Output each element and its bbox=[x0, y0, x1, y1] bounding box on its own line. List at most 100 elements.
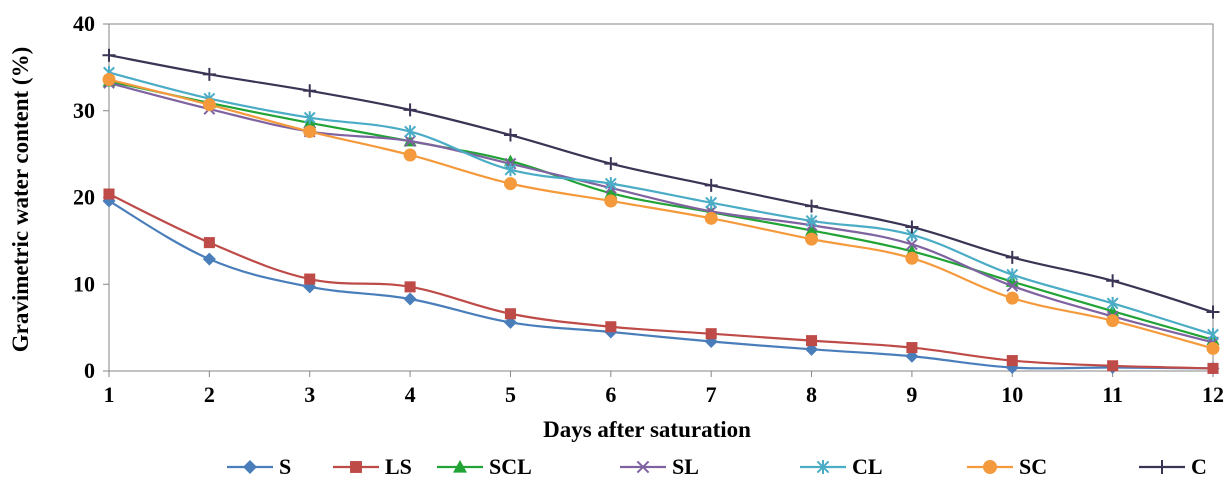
legend-item-sc: SC bbox=[967, 454, 1047, 479]
data-point bbox=[404, 281, 416, 293]
data-point bbox=[303, 84, 317, 98]
series-line bbox=[108, 71, 1214, 336]
series-c bbox=[102, 48, 1220, 319]
data-point bbox=[243, 460, 257, 474]
data-point bbox=[304, 273, 316, 285]
data-point bbox=[905, 251, 919, 265]
x-tick-label: 9 bbox=[906, 382, 917, 407]
data-point bbox=[403, 292, 417, 306]
x-tick-label: 3 bbox=[304, 382, 315, 407]
legend-item-c: C bbox=[1139, 454, 1207, 479]
y-axis: 0 10 20 30 40 bbox=[73, 11, 109, 383]
data-point bbox=[704, 211, 718, 225]
data-point bbox=[805, 232, 819, 246]
data-point bbox=[1005, 291, 1019, 305]
data-point bbox=[1006, 355, 1018, 367]
data-point bbox=[1106, 314, 1120, 328]
data-point bbox=[704, 178, 718, 192]
series-line bbox=[108, 54, 1214, 314]
series-s bbox=[102, 194, 1220, 375]
data-point bbox=[1206, 341, 1220, 355]
data-point bbox=[102, 48, 116, 62]
x-axis: 1 2 3 4 5 6 7 8 9 10 11 12 bbox=[104, 371, 1224, 407]
y-tick-label: 20 bbox=[73, 185, 95, 210]
data-point bbox=[705, 196, 718, 210]
data-point bbox=[906, 238, 918, 251]
legend-item-scl: SCL bbox=[437, 454, 532, 479]
data-point bbox=[1206, 305, 1220, 319]
data-point bbox=[806, 335, 818, 347]
data-point bbox=[1207, 362, 1219, 374]
data-point bbox=[1006, 268, 1019, 282]
y-tick-label: 0 bbox=[84, 358, 95, 383]
data-point bbox=[636, 460, 650, 474]
data-point bbox=[604, 157, 618, 171]
data-point bbox=[604, 177, 617, 191]
legend-item-cl: CL bbox=[800, 454, 883, 479]
data-point bbox=[1006, 280, 1019, 292]
data-point bbox=[350, 461, 362, 473]
x-tick-label: 8 bbox=[806, 382, 817, 407]
y-axis-title: Gravimetric water content (%) bbox=[8, 47, 33, 352]
data-point bbox=[404, 135, 416, 148]
data-point bbox=[503, 128, 517, 142]
data-point bbox=[983, 460, 997, 474]
data-point bbox=[1106, 274, 1120, 288]
data-point bbox=[1005, 250, 1019, 264]
data-point bbox=[203, 237, 215, 249]
x-tick-label: 10 bbox=[1001, 382, 1023, 407]
series-group bbox=[102, 48, 1220, 375]
series-line bbox=[108, 193, 1214, 370]
data-point bbox=[303, 111, 316, 125]
data-point bbox=[103, 188, 115, 200]
data-point bbox=[816, 460, 830, 474]
data-point bbox=[403, 148, 417, 162]
data-point bbox=[805, 214, 818, 228]
data-point bbox=[1107, 360, 1119, 372]
data-point bbox=[805, 223, 819, 236]
x-tick-label: 2 bbox=[204, 382, 215, 407]
x-tick-label: 6 bbox=[605, 382, 616, 407]
y-tick-label: 40 bbox=[73, 11, 95, 36]
data-point bbox=[906, 342, 918, 354]
series-line bbox=[108, 80, 1214, 341]
x-tick-label: 1 bbox=[104, 382, 115, 407]
x-tick-label: 5 bbox=[505, 382, 516, 407]
data-point bbox=[453, 460, 467, 473]
y-tick-label: 30 bbox=[73, 98, 95, 123]
legend-item-sl: SL bbox=[620, 454, 699, 479]
legend-label: C bbox=[1191, 454, 1207, 479]
data-point bbox=[504, 163, 517, 177]
legend-item-ls: LS bbox=[333, 454, 412, 479]
data-point bbox=[1106, 296, 1119, 310]
plot-area bbox=[108, 23, 1214, 372]
data-point bbox=[1207, 328, 1219, 342]
data-point bbox=[1155, 460, 1169, 474]
legend-label: S bbox=[279, 454, 291, 479]
data-point bbox=[303, 125, 317, 139]
data-point bbox=[403, 103, 417, 117]
data-point bbox=[202, 67, 216, 81]
data-point bbox=[503, 177, 517, 191]
legend-label: SCL bbox=[489, 454, 532, 479]
plot-border bbox=[108, 23, 1214, 372]
x-tick-label: 4 bbox=[405, 382, 416, 407]
x-tick-label: 7 bbox=[706, 382, 717, 407]
data-point bbox=[905, 220, 919, 234]
data-point bbox=[202, 252, 216, 266]
data-point bbox=[604, 194, 618, 208]
series-line bbox=[108, 200, 1214, 370]
series-ls bbox=[103, 188, 1219, 374]
data-point bbox=[504, 308, 516, 320]
data-point bbox=[705, 328, 717, 340]
legend-label: CL bbox=[852, 454, 883, 479]
x-tick-label: 11 bbox=[1102, 382, 1123, 407]
x-axis-title: Days after saturation bbox=[543, 417, 751, 442]
legend-label: LS bbox=[385, 454, 412, 479]
legend-label: SC bbox=[1019, 454, 1047, 479]
data-point bbox=[404, 125, 416, 139]
data-point bbox=[605, 321, 617, 333]
data-point bbox=[202, 98, 216, 112]
y-tick-label: 10 bbox=[73, 271, 95, 296]
